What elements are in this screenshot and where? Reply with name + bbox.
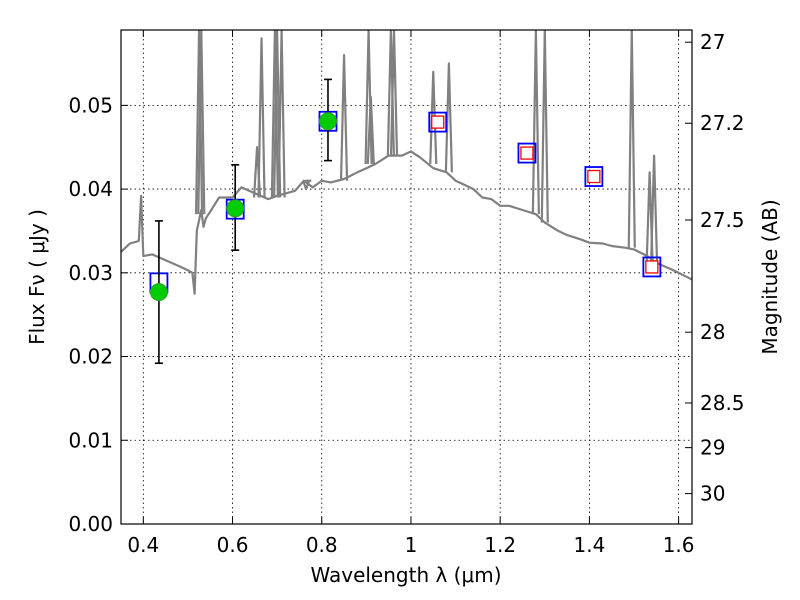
y2-tick-label: 30 [700, 482, 725, 506]
y2-tick-label: 29 [700, 436, 725, 460]
plot-area [121, 30, 692, 365]
y2-tick-label: 28 [700, 320, 725, 344]
model-photometry-blue-square [584, 166, 604, 187]
x-tick-label: 1.2 [484, 533, 516, 557]
y2-tick-label: 28.5 [700, 391, 745, 415]
model-photometry-blue-square [642, 256, 662, 278]
emission-line-spike [339, 54, 349, 181]
model-photometry-blue-square [428, 111, 448, 133]
emission-line-spike [389, 30, 399, 156]
emission-line-spike [649, 154, 659, 265]
x-tick-label: 1.6 [663, 533, 695, 557]
y2-tick-label: 27.2 [700, 111, 745, 135]
x-tick-label: 0.4 [127, 533, 159, 557]
emission-line-spike [531, 30, 540, 215]
emission-line-spike [194, 30, 204, 215]
emission-line-spike [429, 70, 438, 165]
y-tick-label: 0.04 [68, 177, 113, 201]
model-spectrum-line [121, 150, 692, 295]
y-tick-label: 0.00 [68, 512, 113, 536]
y-tick-label: 0.03 [68, 261, 113, 285]
y-axis-label: Flux Fν ( μJy ) [25, 209, 49, 345]
emission-line-spike [627, 30, 636, 248]
emission-line-spike [277, 30, 286, 198]
x-axis-label: Wavelength λ (μm) [310, 563, 501, 587]
model-photometry-red-square [520, 146, 534, 160]
y-tick-label: 0.01 [68, 428, 113, 452]
emission-line-spike [366, 95, 375, 165]
model-photometry-red-square [645, 260, 659, 274]
x-tick-label: 0.8 [306, 533, 338, 557]
y2-tick-label: 27.5 [700, 208, 745, 232]
axis-labels: Wavelength λ (μm) Flux Fν ( μJy ) Magnit… [25, 199, 782, 587]
y2-tick-label: 27 [700, 30, 725, 54]
observed-flux-point [226, 199, 245, 218]
observed-flux-point [318, 112, 337, 131]
emission-line-spike [270, 30, 280, 198]
observed-flux-point [149, 283, 168, 302]
emission-line-spike [444, 62, 453, 173]
emission-line-spike [540, 30, 549, 223]
model-photometry-red-square [431, 115, 445, 129]
right-y-axis-label: Magnitude (AB) [758, 199, 782, 354]
y-tick-label: 0.05 [68, 93, 113, 117]
plot-frame [120, 29, 693, 525]
axis-ticks: 0.4 0.6 0.8 1 1.2 1.4 1.6 0.00 0.01 0.02 0.03 0.04 0… [68, 30, 745, 557]
y-tick-label: 0.02 [68, 345, 113, 369]
emission-line-spike [257, 37, 266, 198]
x-tick-label: 1.4 [573, 533, 605, 557]
x-tick-label: 0.6 [217, 533, 249, 557]
x-tick-label: 1 [405, 533, 418, 557]
emission-line-spike [197, 30, 206, 215]
model-photometry-red-square [587, 169, 601, 184]
model-photometry-blue-square [517, 142, 537, 164]
emission-line-spike [302, 180, 311, 191]
